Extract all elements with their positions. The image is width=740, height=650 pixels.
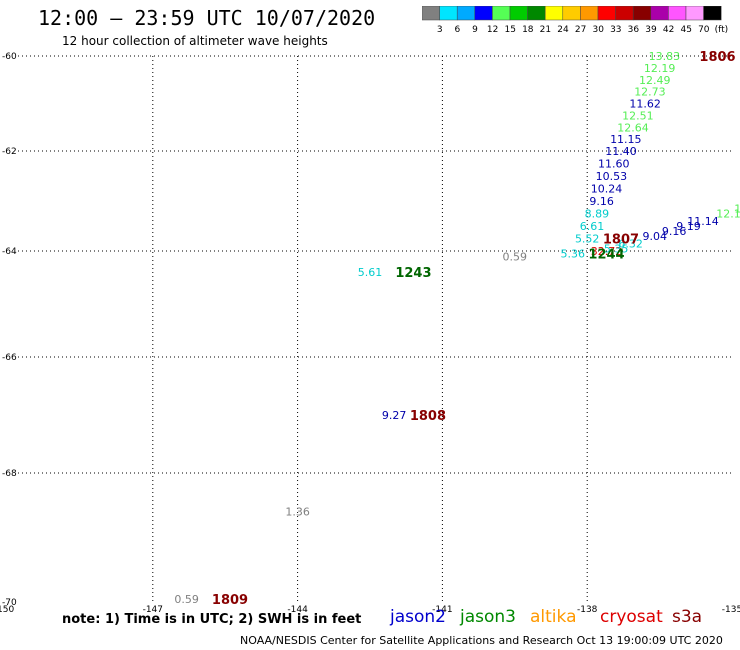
legend-label: 33 [610, 25, 621, 35]
swh-value-label: 5.52 [575, 233, 600, 246]
legend-label: 18 [522, 25, 534, 35]
swh-value-label: 5.35 [604, 243, 629, 256]
swh-value-label: 1.36 [285, 506, 310, 519]
legend-swatch [439, 6, 458, 21]
y-tick-label: -66 [2, 353, 17, 363]
swh-value-label: 12.51 [622, 109, 654, 122]
time-label: 1806 [699, 50, 735, 65]
swh-value-label: 11.14 [687, 215, 719, 228]
legend-label: 24 [557, 25, 569, 35]
satellite-altika: altika [530, 607, 577, 627]
x-tick-label: -138 [577, 605, 598, 615]
time-label: 1244 [588, 248, 624, 263]
swh-value-label: 11.15 [610, 133, 642, 146]
legend-swatch [527, 6, 546, 21]
legend-label: 9 [472, 25, 478, 35]
swh-value-label: 6.61 [580, 220, 605, 233]
legend-label: 70 [698, 25, 710, 35]
legend-swatch [703, 6, 722, 21]
swh-value-label: 32.72 [591, 245, 623, 258]
swh-value-label: 8.89 [585, 208, 610, 221]
swh-value-label: 12.19 [644, 62, 676, 75]
color-legend: 3 6 9 12 15 18 21 24 27 30 33 36 39 42 45 70 (ft) [422, 6, 729, 35]
legend-label: 27 [575, 25, 586, 35]
satellite-jason2: jason2 [390, 607, 446, 627]
swh-value-label: 12.1 [734, 203, 740, 216]
y-tick-label: -64 [2, 247, 17, 257]
swh-value-label: 9.19 [676, 220, 701, 233]
time-label: 1808 [410, 409, 446, 424]
x-tick-label: -135 [722, 605, 740, 615]
swh-value-label: 9.27 [382, 409, 407, 422]
page-subtitle: 12 hour collection of altimeter wave hei… [62, 34, 328, 48]
swh-value-label: 10.53 [596, 170, 628, 183]
legend-label: 15 [504, 25, 515, 35]
swh-value-label: 9.16 [589, 195, 614, 208]
page-title: 12:00 – 23:59 UTC 10/07/2020 [38, 6, 376, 30]
swh-value-label: 5.36 [560, 248, 585, 261]
legend-label: 36 [628, 25, 640, 35]
legend-swatch [650, 6, 669, 21]
note-text: note: 1) Time is in UTC; 2) SWH is in fe… [62, 612, 362, 627]
x-tick-label: -150 [0, 605, 14, 615]
legend-swatch [668, 6, 687, 21]
swh-value-label: 9.16 [662, 225, 687, 238]
legend-swatch [685, 6, 704, 21]
time-label: 1243 [395, 266, 431, 281]
legend-label: 30 [592, 25, 604, 35]
legend-label: 6 [455, 25, 461, 35]
time-label: 1807 [603, 233, 639, 248]
swh-value-label: 11.40 [605, 145, 637, 158]
swh-value-label: 11.62 [629, 98, 661, 111]
y-tick-label: -60 [2, 52, 17, 62]
satellite-cryosat: cryosat [600, 607, 663, 627]
swh-value-label: 12.49 [639, 74, 671, 87]
legend-swatch [492, 6, 511, 21]
legend-label: 3 [437, 25, 443, 35]
legend-label: 45 [680, 25, 691, 35]
legend-swatch [615, 6, 634, 21]
swh-value-label: 0.59 [503, 250, 528, 263]
swh-value-label: 5.61 [358, 266, 383, 279]
y-tick-label: -68 [2, 469, 17, 479]
swh-value-label: 11.60 [598, 158, 630, 171]
legend-label: 39 [645, 25, 657, 35]
swh-value-label: 12.73 [634, 86, 666, 99]
legend-swatch [509, 6, 528, 21]
legend-swatch [597, 6, 616, 21]
swh-value-label: 6.32 [618, 238, 643, 251]
legend-swatch [632, 6, 652, 21]
time-label: 1809 [212, 593, 248, 608]
legend-label: 12 [487, 25, 498, 35]
legend-swatch [456, 6, 476, 21]
satellite-jason3: jason3 [460, 607, 516, 627]
legend-label: (ft) [715, 25, 729, 35]
legend-swatch [562, 6, 581, 21]
legend-label: 42 [663, 25, 674, 35]
satellite-s3a: s3a [672, 607, 703, 627]
y-tick-label: -70 [2, 598, 17, 608]
swh-value-label: 10.24 [591, 183, 623, 196]
swh-value-label: 12.64 [617, 121, 649, 134]
legend-label: 21 [540, 25, 551, 35]
legend-swatch [544, 6, 564, 21]
legend-swatch [474, 6, 493, 21]
legend-swatch [422, 6, 440, 21]
y-tick-label: -62 [2, 147, 17, 157]
swh-value-label: 9.04 [643, 230, 668, 243]
swh-value-label: 0.59 [174, 593, 199, 606]
swh-value-label: 13.83 [649, 50, 681, 63]
legend-swatch [580, 6, 599, 21]
footer-credit: NOAA/NESDIS Center for Satellite Applica… [240, 634, 723, 647]
swh-value-label: 12.13 [716, 208, 740, 221]
